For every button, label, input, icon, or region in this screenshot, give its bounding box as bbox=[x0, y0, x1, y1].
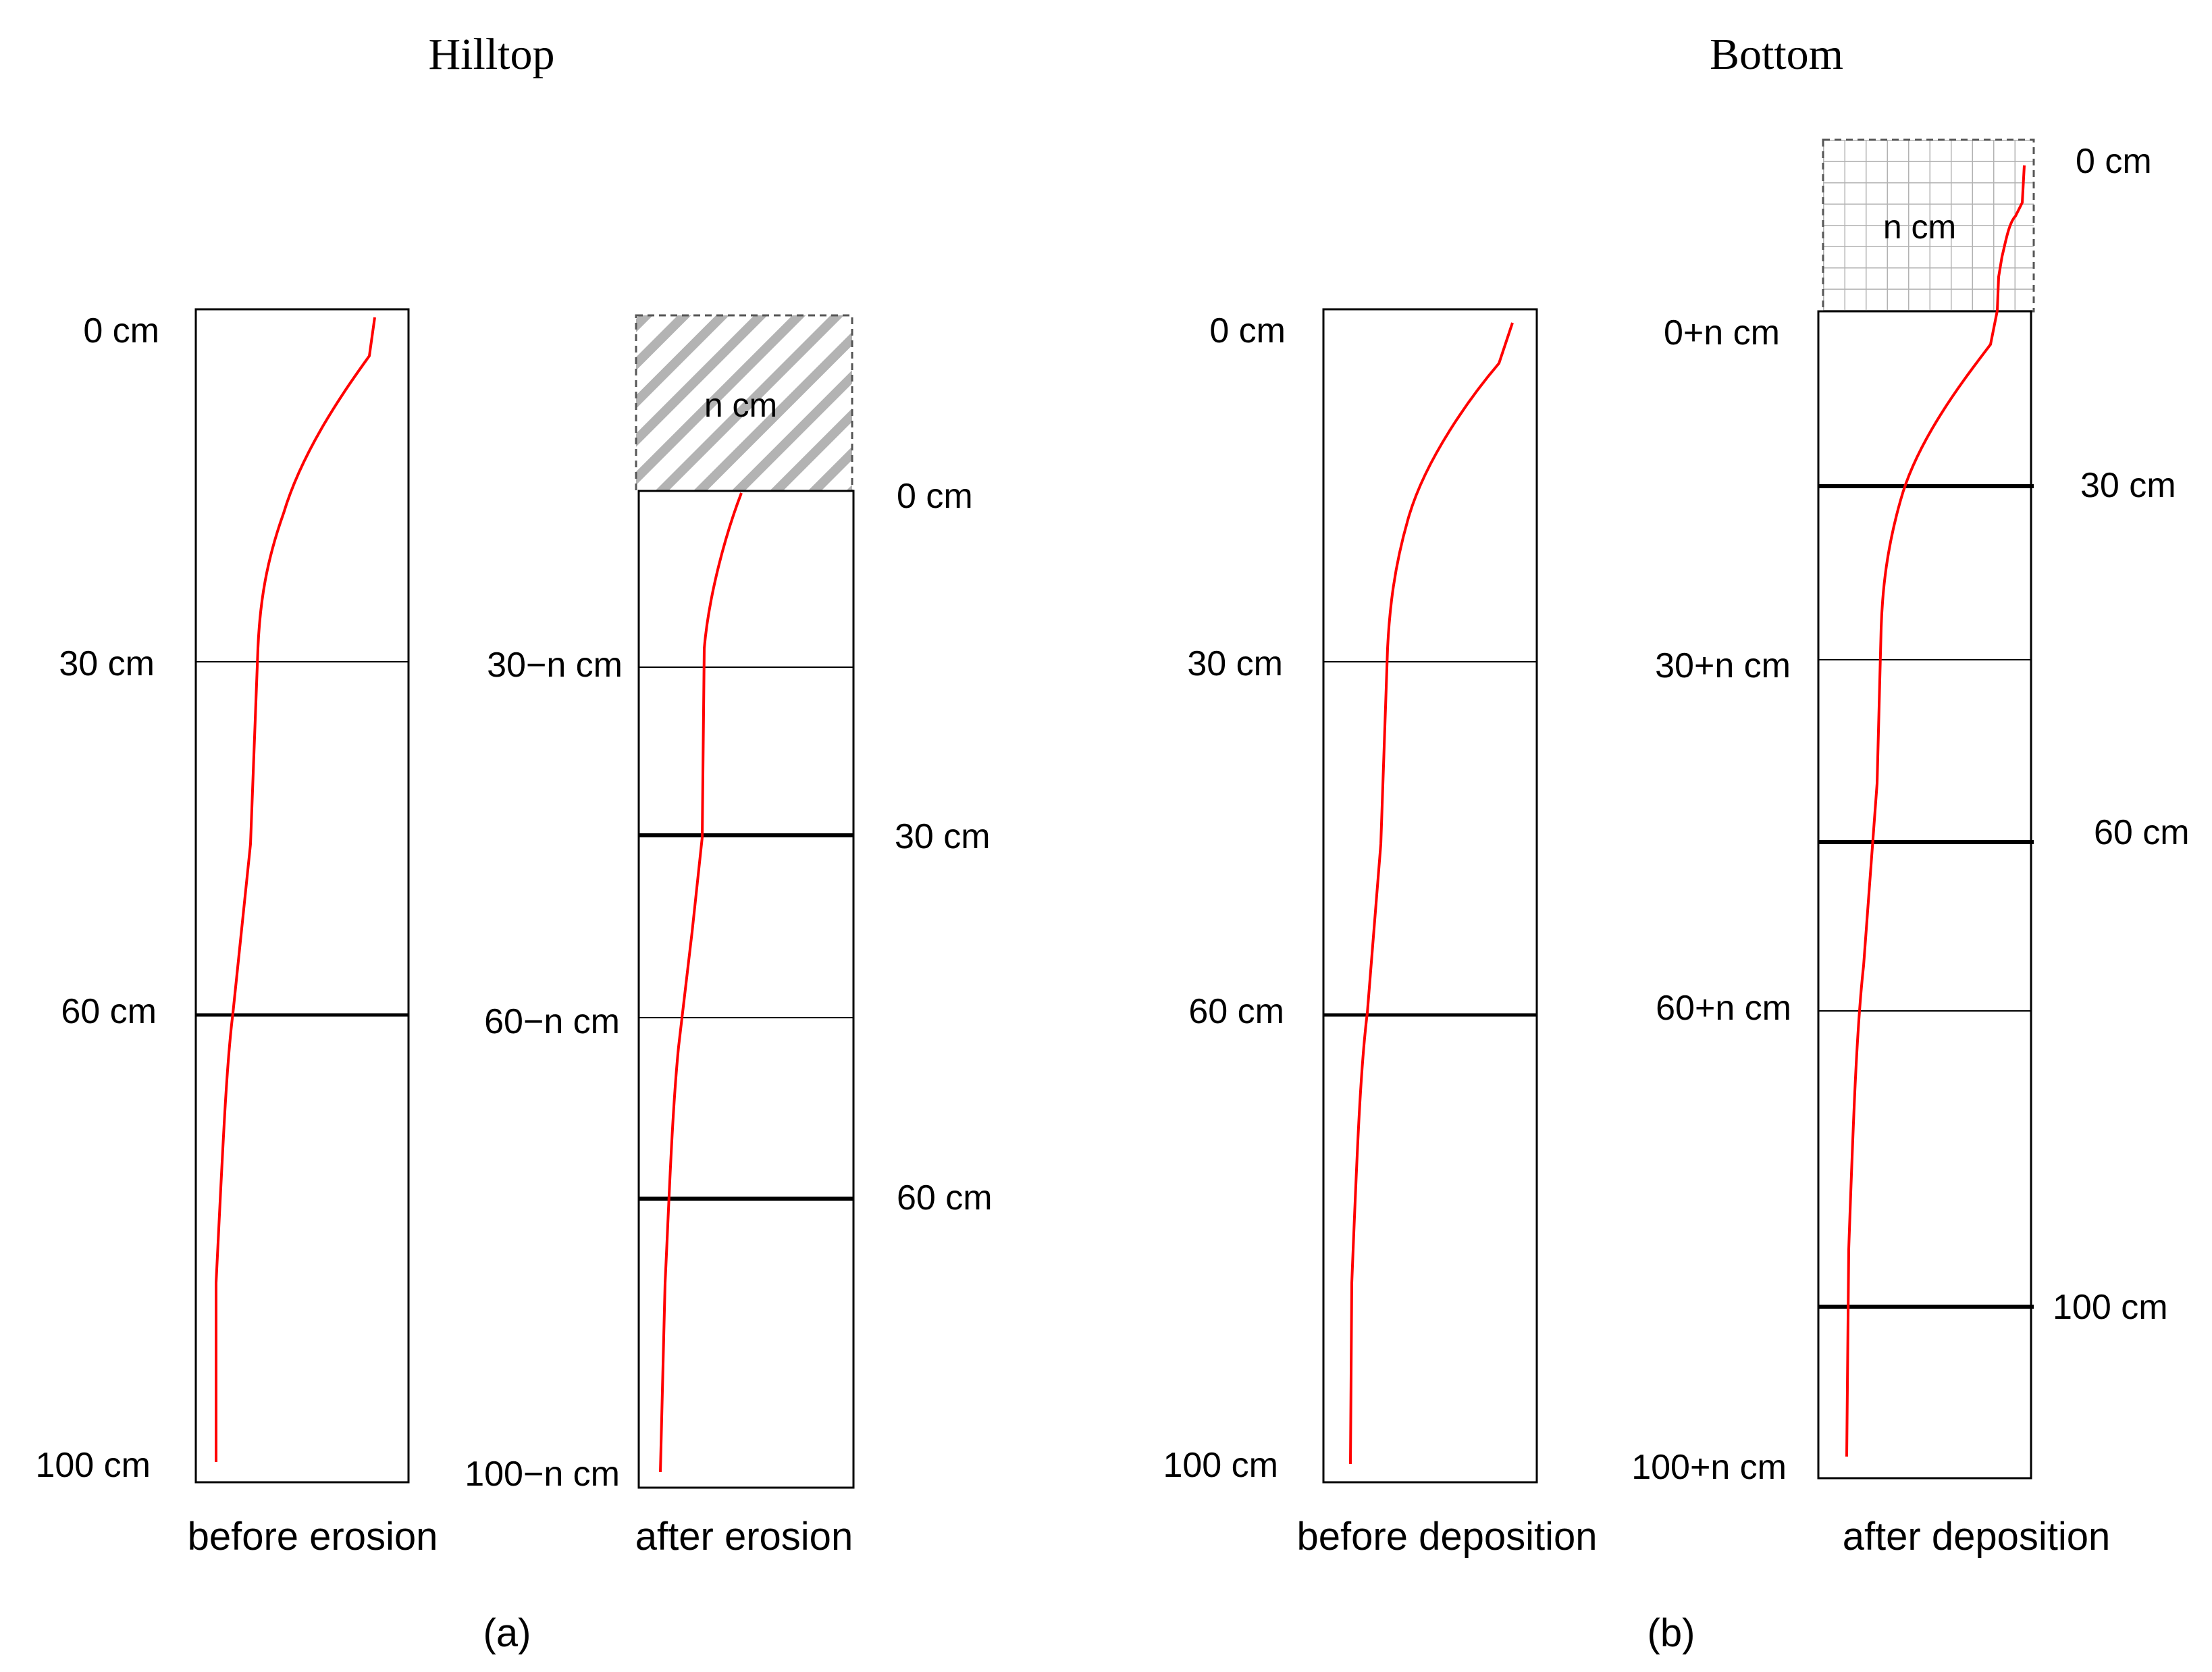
hilltop-after-depth-60: 60 cm bbox=[897, 1178, 993, 1218]
bottom-after-label: after deposition bbox=[1843, 1515, 2111, 1559]
bottom-after-depth-0: 0 cm bbox=[2076, 142, 2152, 181]
hilltop-before-depth-0: 0 cm bbox=[83, 311, 159, 350]
hilltop-before-label: before erosion bbox=[188, 1515, 438, 1559]
bottom-after-depth-100: 100 cm bbox=[2053, 1288, 2168, 1327]
hilltop-after-depth-0: 0 cm bbox=[897, 477, 973, 516]
hilltop-before-depth-100: 100 cm bbox=[35, 1446, 151, 1485]
panel-b-caption: (b) bbox=[1648, 1611, 1695, 1655]
bottom-after-profile-deposited-curve bbox=[1996, 165, 2026, 311]
panel-a: Hilltop 0 cm 30 cm 60 cm 100 cm before e… bbox=[35, 30, 992, 1655]
bottom-after-column: n cm 0+n cm 30+n cm 60+n cm 100+n cm 0 c… bbox=[1631, 138, 2190, 1559]
hilltop-after-column: n cm 30−n cm 60−n cm 100−n cm 0 cm 30 cm… bbox=[465, 314, 993, 1559]
hilltop-after-depth-30-minus-n: 30−n cm bbox=[487, 646, 623, 685]
bottom-before-depth-100: 100 cm bbox=[1163, 1446, 1278, 1485]
hilltop-after-depth-60-minus-n: 60−n cm bbox=[484, 1002, 620, 1041]
bottom-after-profile-curve bbox=[1845, 310, 1999, 1457]
panel-a-title: Hilltop bbox=[428, 30, 554, 79]
bottom-after-depth-0-plus-n: 0+n cm bbox=[1664, 313, 1780, 352]
hilltop-after-box bbox=[637, 490, 855, 1489]
bottom-before-depth-60: 60 cm bbox=[1188, 992, 1284, 1031]
bottom-after-depth-30-plus-n: 30+n cm bbox=[1655, 646, 1791, 685]
bottom-after-depth-60-plus-n: 60+n cm bbox=[1656, 989, 1791, 1028]
hilltop-after-label: after erosion bbox=[635, 1515, 853, 1559]
bottom-before-label: before deposition bbox=[1297, 1515, 1598, 1559]
hilltop-before-depth-30: 30 cm bbox=[59, 644, 155, 683]
hilltop-before-column: 0 cm 30 cm 60 cm 100 cm before erosion bbox=[35, 308, 438, 1559]
deposited-layer-label: n cm bbox=[1883, 208, 1956, 246]
bottom-after-depth-100-plus-n: 100+n cm bbox=[1631, 1448, 1787, 1487]
panel-b: Bottom 0 cm 30 cm 60 cm 100 cm before de… bbox=[1163, 30, 2189, 1655]
bottom-before-depth-0: 0 cm bbox=[1209, 311, 1286, 350]
bottom-before-profile-curve bbox=[1349, 322, 1514, 1465]
hilltop-before-box bbox=[194, 308, 410, 1484]
eroded-layer bbox=[635, 314, 853, 492]
bottom-after-box bbox=[1817, 310, 2032, 1480]
bottom-before-box bbox=[1322, 308, 1538, 1484]
bottom-before-column: 0 cm 30 cm 60 cm 100 cm before depositio… bbox=[1163, 308, 1598, 1559]
hilltop-after-profile-curve bbox=[659, 492, 743, 1473]
hilltop-after-depth-100-minus-n: 100−n cm bbox=[465, 1455, 620, 1494]
bottom-before-depth-30: 30 cm bbox=[1187, 644, 1283, 683]
hilltop-after-depth-30: 30 cm bbox=[895, 817, 991, 856]
panel-b-title: Bottom bbox=[1710, 30, 1843, 79]
eroded-layer-label: n cm bbox=[704, 386, 777, 424]
panel-a-caption: (a) bbox=[483, 1611, 531, 1655]
bottom-after-depth-60: 60 cm bbox=[2094, 813, 2190, 852]
bottom-after-depth-30: 30 cm bbox=[2080, 466, 2176, 505]
hilltop-before-depth-60: 60 cm bbox=[61, 992, 157, 1031]
hilltop-before-profile-curve bbox=[215, 317, 376, 1462]
